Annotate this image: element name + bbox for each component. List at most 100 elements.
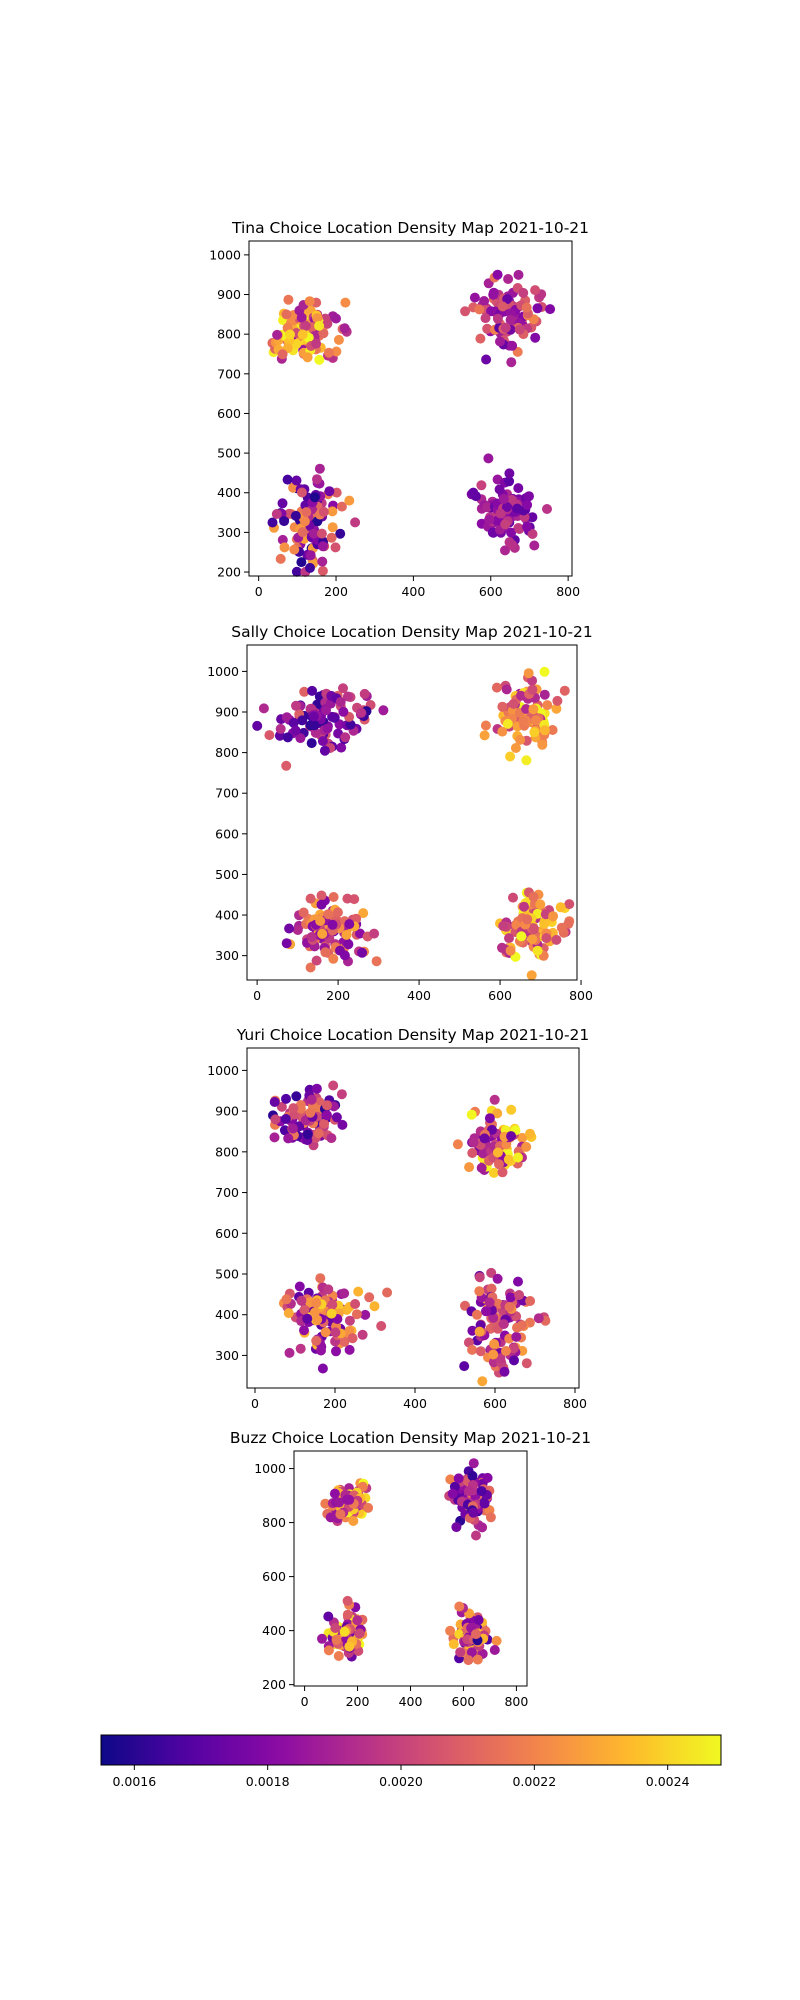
scatter-point — [513, 269, 524, 280]
colorbar-gradient — [100, 1734, 722, 1766]
scatter-point — [517, 1132, 528, 1143]
scatter-point — [497, 301, 508, 312]
scatter-point — [308, 711, 319, 722]
scatter-point — [283, 1308, 294, 1319]
scatter-point — [329, 1488, 340, 1499]
scatter-point — [460, 306, 471, 317]
x-tick-label: 600 — [479, 584, 503, 599]
scatter-point — [279, 1125, 290, 1136]
scatter-point — [331, 313, 341, 324]
scatter-point — [309, 720, 320, 731]
scatter-point — [338, 683, 348, 694]
scatter-point — [498, 494, 509, 504]
x-tick-label: 400 — [403, 1396, 427, 1411]
scatter-points — [267, 269, 556, 577]
scatter-point — [539, 916, 550, 927]
scatter-point — [332, 907, 343, 918]
scatter-point — [474, 304, 485, 315]
scatter-point — [336, 501, 347, 512]
scatter-point — [478, 1148, 489, 1159]
scatter-point — [488, 287, 499, 298]
scatter-point — [314, 354, 325, 365]
scatter-point — [284, 1347, 295, 1358]
scatter-point — [335, 945, 345, 956]
scatter-point — [539, 666, 550, 677]
scatter-point — [492, 1147, 503, 1158]
scatter-point — [317, 1633, 327, 1644]
y-tick-label: 800 — [217, 327, 241, 342]
scatter-point — [482, 1472, 493, 1483]
scatter-point — [317, 736, 328, 747]
scatter-point — [537, 739, 548, 750]
scatter-point — [503, 1154, 514, 1165]
scatter-point — [311, 1083, 322, 1094]
chart-title: Yuri Choice Location Density Map 2021-10… — [236, 1026, 590, 1044]
scatter-point — [564, 899, 575, 910]
scatter-point — [500, 519, 511, 530]
scatter-point — [506, 527, 517, 538]
y-tick-label: 600 — [215, 1226, 239, 1241]
scatter-point — [281, 938, 292, 949]
y-tick-label: 800 — [215, 1144, 239, 1159]
scatter-point — [323, 1284, 334, 1295]
scatter-point — [474, 1286, 485, 1297]
x-tick-label: 800 — [569, 988, 593, 1003]
scatter-point — [288, 1123, 298, 1134]
scatter-point — [505, 314, 516, 325]
y-tick-label: 400 — [215, 1307, 239, 1322]
scatter-point — [463, 1655, 474, 1666]
scatter-point — [350, 1299, 361, 1309]
x-tick-label: 200 — [326, 988, 350, 1003]
y-tick-label: 700 — [217, 366, 241, 381]
scatter-point — [267, 517, 278, 528]
scatter-point — [335, 528, 346, 539]
scatter-point — [530, 285, 541, 296]
y-tick-label: 600 — [262, 1569, 286, 1584]
scatter-point — [504, 1302, 515, 1312]
scatter-point — [527, 684, 538, 695]
scatter-point — [506, 1131, 517, 1142]
x-tick-label: 0 — [251, 1396, 259, 1411]
scatter-point — [270, 1114, 281, 1125]
scatter-point — [491, 1635, 502, 1646]
scatter-point — [306, 932, 317, 942]
scatter-point — [344, 495, 355, 506]
scatter-point — [497, 1167, 508, 1178]
scatter-point — [552, 695, 563, 706]
scatter-point — [518, 287, 529, 298]
scatter-point — [508, 698, 519, 709]
scatter-point — [305, 550, 316, 561]
scatter-point — [502, 294, 513, 304]
scatter-point — [309, 1307, 320, 1318]
scatter-point — [376, 1321, 387, 1331]
scatter-point — [529, 727, 540, 738]
chart-title: Buzz Choice Location Density Map 2021-10… — [230, 1429, 591, 1447]
scatter-point — [521, 755, 532, 766]
scatter-point — [479, 296, 490, 306]
scatter-point — [491, 682, 502, 693]
scatter-point — [459, 1361, 470, 1372]
scatter-point — [369, 1301, 380, 1312]
scatter-point — [326, 532, 337, 543]
scatter-point — [298, 907, 309, 918]
scatter-point — [556, 922, 567, 933]
scatter-point — [464, 1162, 475, 1173]
scatter-point — [467, 1148, 478, 1158]
scatter-point — [468, 1137, 479, 1148]
scatter-point — [500, 1346, 511, 1356]
scatter-point — [344, 919, 355, 930]
scatter-point — [314, 320, 325, 331]
y-tick-label: 1000 — [254, 1461, 286, 1476]
scatter-point — [279, 542, 290, 553]
scatter-point — [320, 947, 331, 958]
scatter-point — [318, 541, 328, 552]
scatter-point — [514, 524, 525, 534]
scatter-point — [363, 1502, 374, 1513]
scatter-point — [351, 913, 362, 924]
chart-title: Tina Choice Location Density Map 2021-10… — [231, 219, 589, 237]
colorbar-tick-label: 0.0020 — [379, 1774, 423, 1789]
scatter-point — [382, 1287, 393, 1298]
y-tick-label: 500 — [215, 867, 239, 882]
scatter-point — [331, 1346, 341, 1357]
